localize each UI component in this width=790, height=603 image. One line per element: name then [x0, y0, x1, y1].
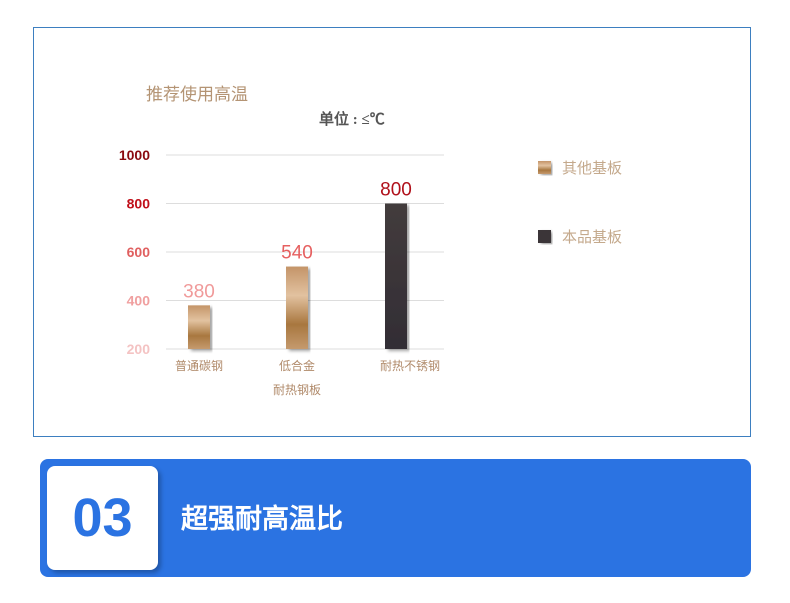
- chart-frame: [33, 27, 751, 437]
- section-number: 03: [47, 466, 158, 570]
- bar-chart: 推荐使用高温 单位 : ≤℃ 200 400 600 800 1000 380 普通碳钢 54…: [119, 84, 622, 397]
- y-tick-label: 400: [127, 293, 151, 309]
- legend-label: 其他基板: [562, 159, 622, 177]
- x-tick-label: 普通碳钢: [175, 359, 223, 373]
- data-label: 540: [281, 243, 313, 264]
- legend-label: 本品基板: [562, 228, 622, 246]
- bar: [188, 305, 210, 349]
- y-tick-label: 200: [127, 341, 151, 357]
- chart-unit: 单位 : ≤℃: [319, 110, 385, 128]
- x-tick-label: 耐热钢板: [273, 383, 321, 397]
- section-banner: 03 超强耐高温比: [40, 459, 751, 577]
- bar: [385, 203, 407, 349]
- data-label: 380: [183, 281, 215, 302]
- y-tick-label: 800: [127, 196, 151, 212]
- chart-title: 推荐使用高温: [146, 84, 248, 105]
- y-tick-label: 600: [127, 244, 151, 260]
- y-tick-label: 1000: [119, 147, 150, 163]
- data-label: 800: [380, 180, 412, 201]
- x-tick-label: 低合金: [279, 358, 315, 373]
- bar: [286, 266, 308, 349]
- section-title: 超强耐高温比: [181, 504, 343, 535]
- legend-swatch: [538, 161, 551, 174]
- legend-swatch: [538, 230, 551, 243]
- x-tick-label: 耐热不锈钢: [380, 359, 440, 373]
